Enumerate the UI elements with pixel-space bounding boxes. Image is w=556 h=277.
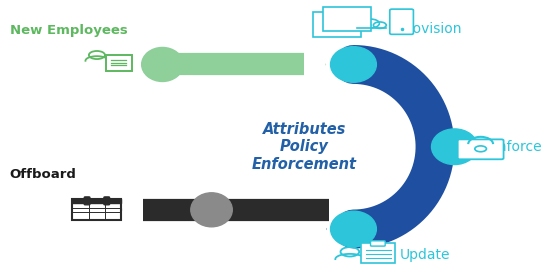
Text: Offboard: Offboard [9, 168, 77, 181]
FancyBboxPatch shape [312, 12, 360, 37]
Text: Update: Update [400, 248, 450, 262]
Ellipse shape [431, 129, 478, 165]
FancyBboxPatch shape [390, 9, 414, 34]
FancyBboxPatch shape [106, 55, 132, 71]
Text: Enforce: Enforce [490, 140, 543, 154]
FancyBboxPatch shape [361, 243, 395, 263]
FancyBboxPatch shape [72, 199, 121, 220]
FancyBboxPatch shape [324, 7, 371, 31]
Ellipse shape [330, 211, 376, 247]
FancyBboxPatch shape [458, 139, 504, 159]
FancyBboxPatch shape [85, 197, 90, 205]
Ellipse shape [330, 47, 376, 82]
Ellipse shape [142, 47, 183, 81]
FancyBboxPatch shape [370, 241, 385, 246]
Text: Attributes
Policy
Enforcement: Attributes Policy Enforcement [252, 122, 357, 172]
Text: Provision: Provision [400, 22, 463, 36]
Ellipse shape [191, 193, 232, 227]
FancyBboxPatch shape [104, 197, 110, 205]
Text: New Employees: New Employees [9, 24, 127, 37]
